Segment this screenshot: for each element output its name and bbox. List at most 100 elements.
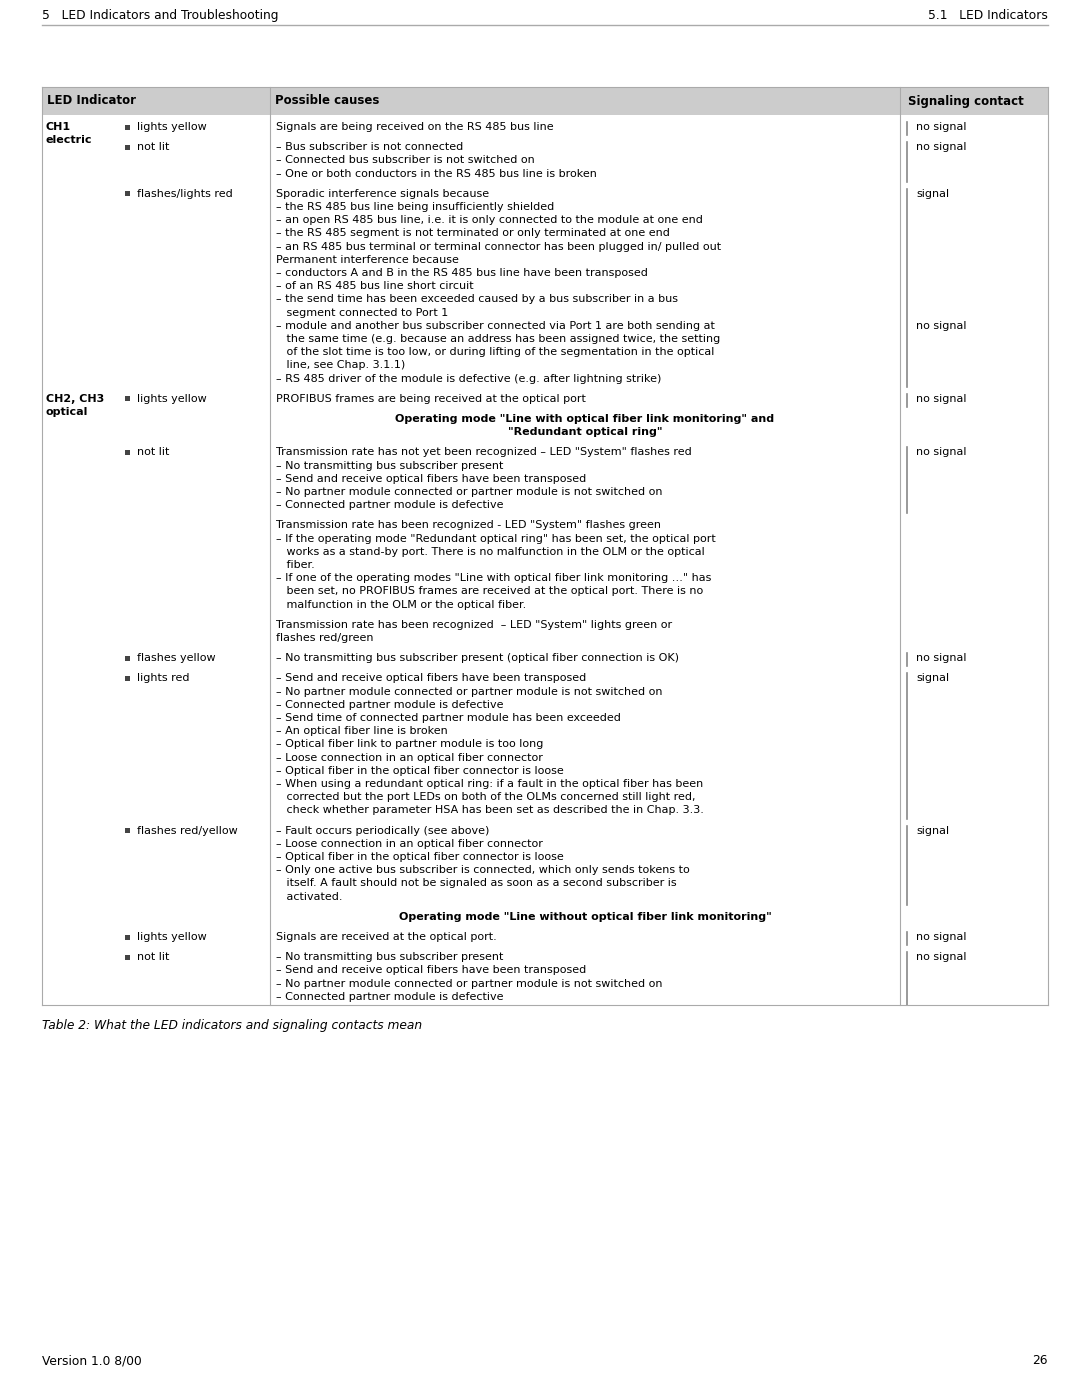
Bar	[125, 935, 130, 940]
Text: lights yellow: lights yellow	[137, 394, 206, 404]
Bar	[125, 124, 130, 130]
Text: no signal: no signal	[916, 932, 967, 942]
Text: fiber.: fiber.	[276, 560, 314, 570]
Text: Table 2: What the LED indicators and signaling contacts mean: Table 2: What the LED indicators and sig…	[42, 1018, 422, 1032]
Text: line, see Chap. 3.1.1): line, see Chap. 3.1.1)	[276, 360, 405, 370]
Bar	[125, 828, 130, 833]
Text: – One or both conductors in the RS 485 bus line is broken: – One or both conductors in the RS 485 b…	[276, 169, 597, 179]
Text: – Connected bus subscriber is not switched on: – Connected bus subscriber is not switch…	[276, 155, 535, 165]
Text: optical: optical	[46, 407, 89, 416]
Text: itself. A fault should not be signaled as soon as a second subscriber is: itself. A fault should not be signaled a…	[276, 879, 677, 888]
Text: no signal: no signal	[916, 654, 967, 664]
Text: Operating mode "Line with optical fiber link monitoring" and: Operating mode "Line with optical fiber …	[395, 414, 774, 425]
Text: no signal: no signal	[916, 122, 967, 131]
Text: not lit: not lit	[137, 953, 170, 963]
Text: Transmission rate has been recognized  – LED "System" lights green or: Transmission rate has been recognized – …	[276, 620, 672, 630]
Text: the same time (e.g. because an address has been assigned twice, the setting: the same time (e.g. because an address h…	[276, 334, 720, 344]
Text: segment connected to Port 1: segment connected to Port 1	[276, 307, 448, 317]
Bar	[125, 397, 130, 401]
Text: no signal: no signal	[916, 447, 967, 457]
Bar	[125, 954, 130, 960]
Text: been set, no PROFIBUS frames are received at the optical port. There is no: been set, no PROFIBUS frames are receive…	[276, 587, 703, 597]
Text: 26: 26	[1032, 1354, 1048, 1368]
Text: – Send and receive optical fibers have been transposed: – Send and receive optical fibers have b…	[276, 474, 586, 483]
Text: – the RS 485 bus line being insufficiently shielded: – the RS 485 bus line being insufficient…	[276, 203, 554, 212]
Text: Signaling contact: Signaling contact	[908, 95, 1024, 108]
Text: no signal: no signal	[916, 394, 967, 404]
Text: no signal: no signal	[916, 953, 967, 963]
Text: – module and another bus subscriber connected via Port 1 are both sending at: – module and another bus subscriber conn…	[276, 321, 715, 331]
Text: Signals are being received on the RS 485 bus line: Signals are being received on the RS 485…	[276, 122, 554, 131]
Text: lights red: lights red	[137, 673, 189, 683]
Text: Permanent interference because: Permanent interference because	[276, 254, 459, 265]
Text: 5.1   LED Indicators: 5.1 LED Indicators	[928, 8, 1048, 22]
Text: – Only one active bus subscriber is connected, which only sends tokens to: – Only one active bus subscriber is conn…	[276, 865, 690, 875]
Bar	[125, 450, 130, 455]
Text: CH2, CH3: CH2, CH3	[46, 394, 105, 404]
Text: Sporadic interference signals because: Sporadic interference signals because	[276, 189, 489, 198]
Text: – An optical fiber line is broken: – An optical fiber line is broken	[276, 726, 448, 736]
Text: check whether parameter HSA has been set as described the in Chap. 3.3.: check whether parameter HSA has been set…	[276, 806, 704, 816]
Bar	[125, 145, 130, 149]
Text: no signal: no signal	[916, 321, 967, 331]
Text: – Bus subscriber is not connected: – Bus subscriber is not connected	[276, 142, 463, 152]
Text: – an open RS 485 bus line, i.e. it is only connected to the module at one end: – an open RS 485 bus line, i.e. it is on…	[276, 215, 703, 225]
Text: signal: signal	[916, 826, 949, 835]
Text: lights yellow: lights yellow	[137, 932, 206, 942]
Text: – RS 485 driver of the module is defective (e.g. after lightning strike): – RS 485 driver of the module is defecti…	[276, 373, 661, 384]
Text: signal: signal	[916, 673, 949, 683]
Text: – Optical fiber in the optical fiber connector is loose: – Optical fiber in the optical fiber con…	[276, 766, 564, 775]
Text: electric: electric	[46, 136, 93, 145]
Text: flashes yellow: flashes yellow	[137, 654, 216, 664]
Text: flashes red/yellow: flashes red/yellow	[137, 826, 238, 835]
Text: – No transmitting bus subscriber present (optical fiber connection is OK): – No transmitting bus subscriber present…	[276, 654, 679, 664]
Bar	[125, 676, 130, 680]
Text: activated.: activated.	[276, 891, 342, 901]
Text: – conductors A and B in the RS 485 bus line have been transposed: – conductors A and B in the RS 485 bus l…	[276, 268, 648, 278]
Text: no signal: no signal	[916, 142, 967, 152]
Text: PROFIBUS frames are being received at the optical port: PROFIBUS frames are being received at th…	[276, 394, 585, 404]
Text: – No partner module connected or partner module is not switched on: – No partner module connected or partner…	[276, 488, 662, 497]
Text: not lit: not lit	[137, 142, 170, 152]
Text: Transmission rate has not yet been recognized – LED "System" flashes red: Transmission rate has not yet been recog…	[276, 447, 692, 457]
Text: – Optical fiber in the optical fiber connector is loose: – Optical fiber in the optical fiber con…	[276, 852, 564, 862]
Bar	[125, 191, 130, 197]
Text: Signals are received at the optical port.: Signals are received at the optical port…	[276, 932, 497, 942]
Text: Version 1.0 8/00: Version 1.0 8/00	[42, 1354, 141, 1368]
Text: – When using a redundant optical ring: if a fault in the optical fiber has been: – When using a redundant optical ring: i…	[276, 780, 703, 789]
Text: malfunction in the OLM or the optical fiber.: malfunction in the OLM or the optical fi…	[276, 599, 526, 609]
Text: Possible causes: Possible causes	[275, 95, 379, 108]
Text: – Loose connection in an optical fiber connector: – Loose connection in an optical fiber c…	[276, 838, 543, 849]
Text: – Loose connection in an optical fiber connector: – Loose connection in an optical fiber c…	[276, 753, 543, 763]
Text: – Send and receive optical fibers have been transposed: – Send and receive optical fibers have b…	[276, 673, 586, 683]
Text: Operating mode "Line without optical fiber link monitoring": Operating mode "Line without optical fib…	[399, 912, 771, 922]
Text: 5   LED Indicators and Troubleshooting: 5 LED Indicators and Troubleshooting	[42, 8, 279, 22]
Text: – Optical fiber link to partner module is too long: – Optical fiber link to partner module i…	[276, 739, 543, 749]
Text: – No partner module connected or partner module is not switched on: – No partner module connected or partner…	[276, 686, 662, 697]
Text: – If one of the operating modes "Line with optical fiber link monitoring …" has: – If one of the operating modes "Line wi…	[276, 573, 712, 583]
Text: – the send time has been exceeded caused by a bus subscriber in a bus: – the send time has been exceeded caused…	[276, 295, 678, 305]
Text: – No transmitting bus subscriber present: – No transmitting bus subscriber present	[276, 461, 503, 471]
Text: – the RS 485 segment is not terminated or only terminated at one end: – the RS 485 segment is not terminated o…	[276, 228, 670, 239]
Text: – Connected partner module is defective: – Connected partner module is defective	[276, 500, 503, 510]
Text: – an RS 485 bus terminal or terminal connector has been plugged in/ pulled out: – an RS 485 bus terminal or terminal con…	[276, 242, 721, 251]
Text: of the slot time is too low, or during lifting of the segmentation in the optica: of the slot time is too low, or during l…	[276, 348, 714, 358]
Text: not lit: not lit	[137, 447, 170, 457]
Text: – Connected partner module is defective: – Connected partner module is defective	[276, 700, 503, 710]
Text: – Send and receive optical fibers have been transposed: – Send and receive optical fibers have b…	[276, 965, 586, 975]
Text: flashes red/green: flashes red/green	[276, 633, 374, 643]
Bar	[42, 87, 1048, 115]
Text: LED Indicator: LED Indicator	[48, 95, 136, 108]
Text: lights yellow: lights yellow	[137, 122, 206, 131]
Text: – No partner module connected or partner module is not switched on: – No partner module connected or partner…	[276, 979, 662, 989]
Text: – Send time of connected partner module has been exceeded: – Send time of connected partner module …	[276, 712, 621, 724]
Bar	[125, 655, 130, 661]
Text: – No transmitting bus subscriber present: – No transmitting bus subscriber present	[276, 953, 503, 963]
Text: – Connected partner module is defective: – Connected partner module is defective	[276, 992, 503, 1002]
Text: works as a stand-by port. There is no malfunction in the OLM or the optical: works as a stand-by port. There is no ma…	[276, 546, 705, 557]
Text: "Redundant optical ring": "Redundant optical ring"	[508, 427, 662, 437]
Text: flashes/lights red: flashes/lights red	[137, 189, 233, 198]
Text: – of an RS 485 bus line short circuit: – of an RS 485 bus line short circuit	[276, 281, 474, 291]
Text: corrected but the port LEDs on both of the OLMs concerned still light red,: corrected but the port LEDs on both of t…	[276, 792, 696, 802]
Text: CH1: CH1	[46, 122, 71, 131]
